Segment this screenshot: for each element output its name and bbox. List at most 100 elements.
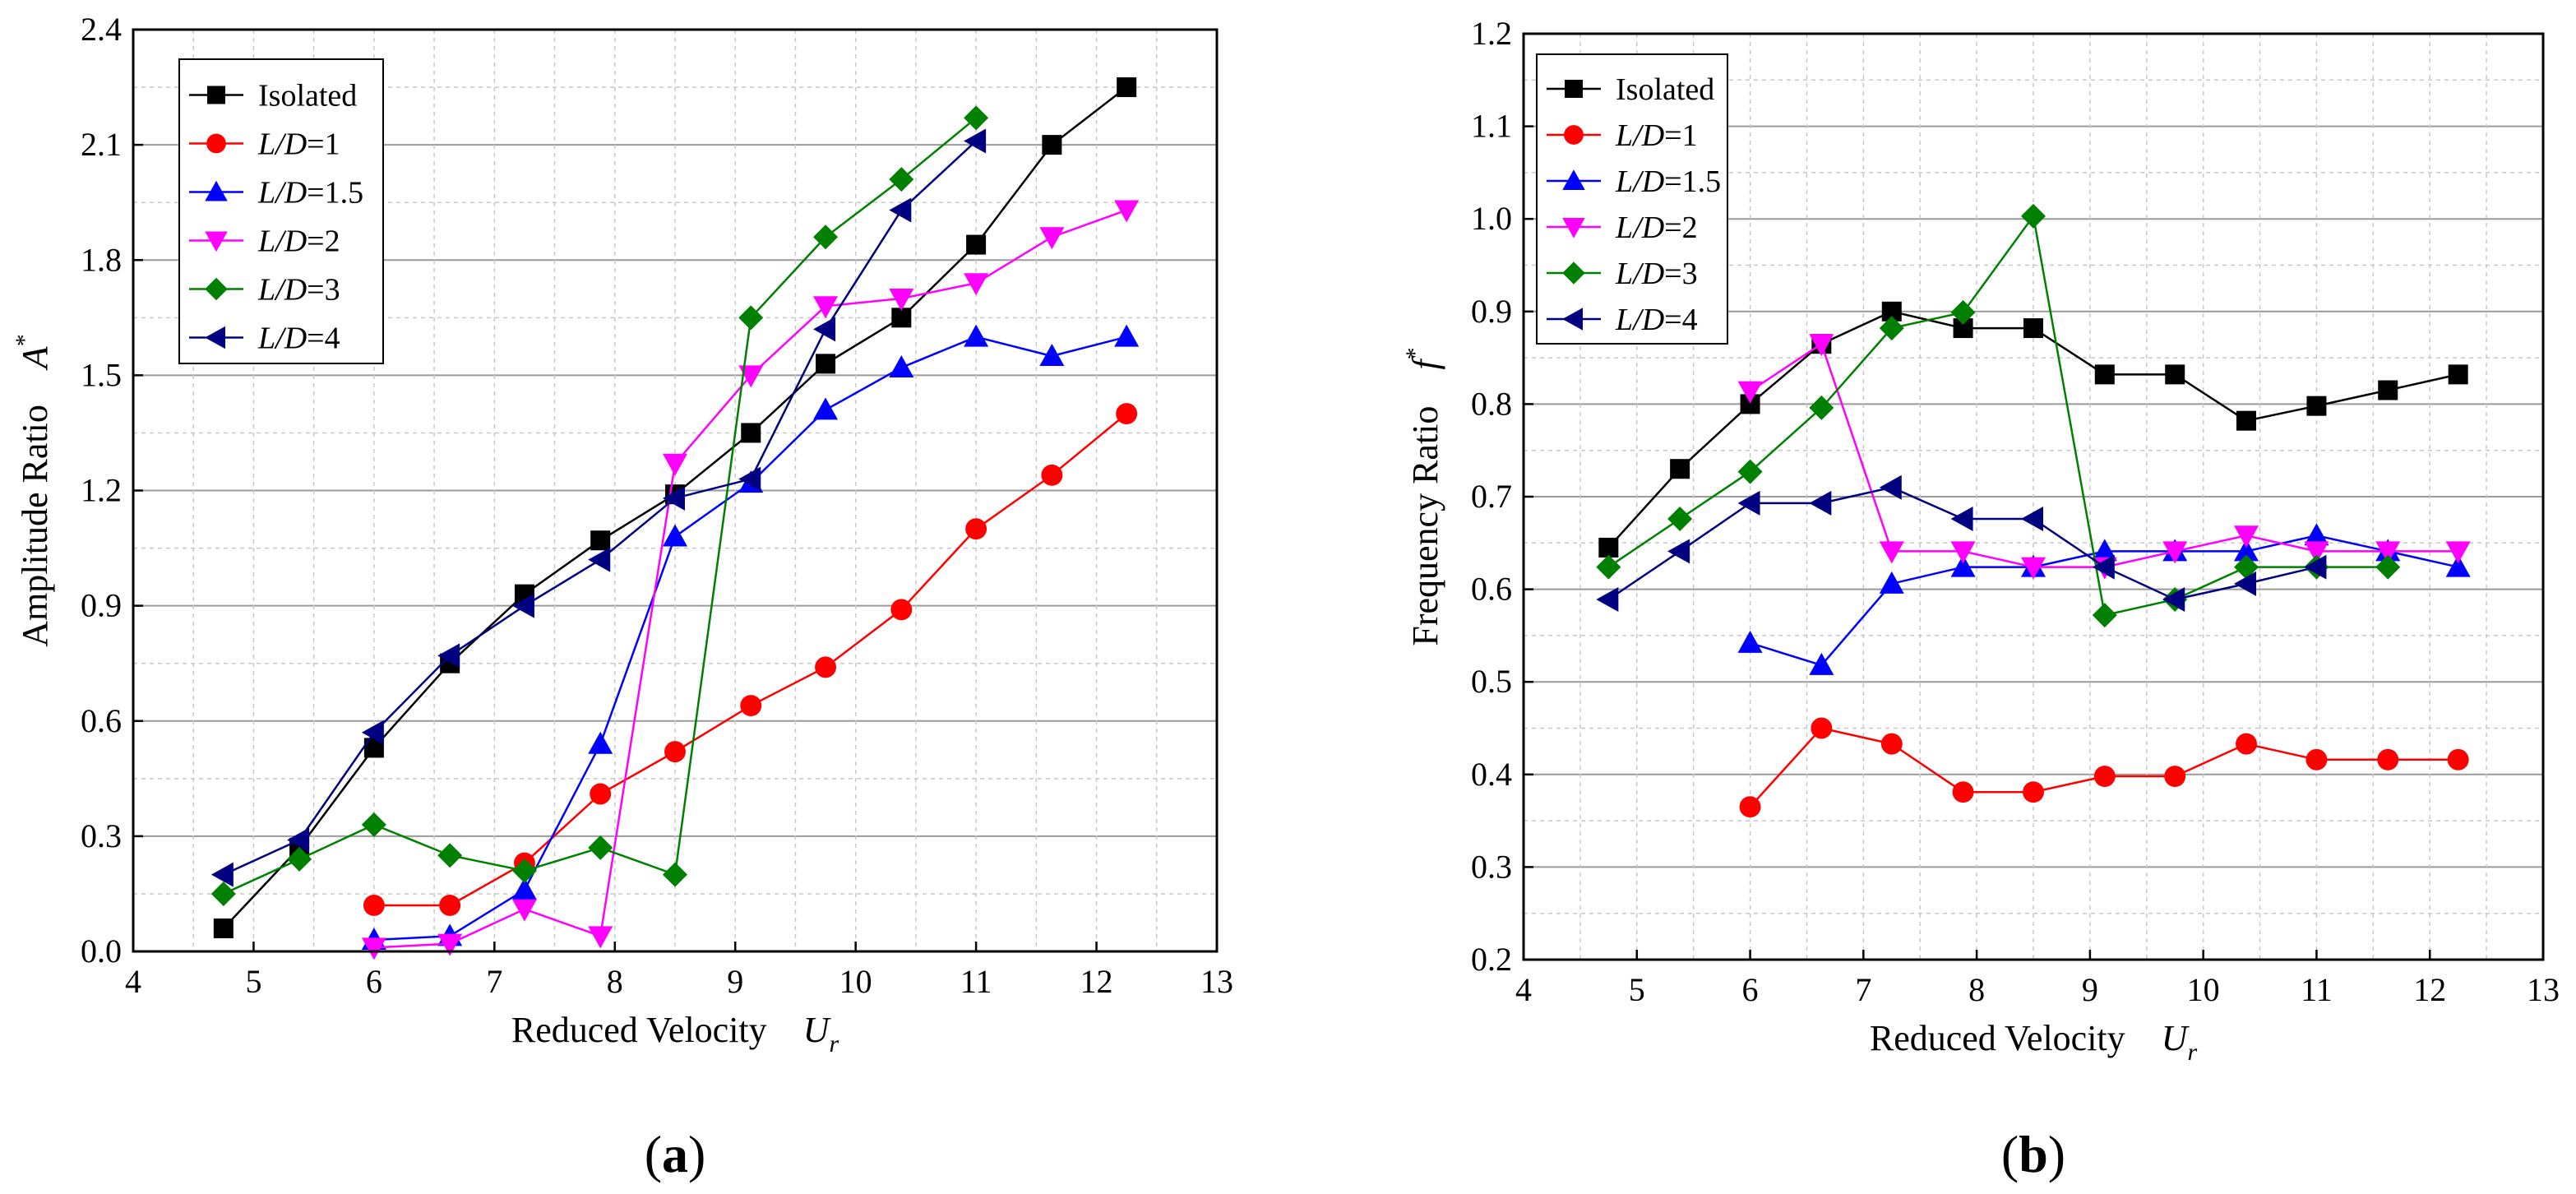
data-point <box>437 843 463 868</box>
data-point <box>1114 200 1140 223</box>
y-tick-label: 0.0 <box>81 933 122 970</box>
legend-box <box>178 58 384 364</box>
y-tick-label: 2.1 <box>81 126 122 163</box>
legend-label-text: =3 <box>307 273 340 308</box>
data-point <box>213 918 234 938</box>
data-point <box>1114 324 1140 347</box>
x-tick-label: 10 <box>839 963 872 1000</box>
data-point <box>2162 586 2185 612</box>
series-L/D=1.5 <box>1737 523 2471 675</box>
data-point <box>2234 539 2259 562</box>
x-tick-label: 8 <box>1968 971 1985 1008</box>
data-point <box>2162 541 2188 564</box>
data-point <box>2165 364 2185 385</box>
data-point <box>2445 541 2471 564</box>
x-tick-label: 10 <box>2187 971 2220 1008</box>
data-point <box>588 926 613 949</box>
data-point <box>813 296 839 319</box>
y-axis-superscript: * <box>1401 347 1428 359</box>
x-tick-label: 5 <box>245 963 261 1000</box>
data-point <box>964 273 989 296</box>
panel-label-close: ) <box>688 1125 705 1183</box>
data-point <box>889 197 912 223</box>
data-point <box>2304 554 2327 580</box>
legend-marker <box>1564 125 1584 145</box>
data-point <box>664 741 686 763</box>
data-point <box>511 899 537 922</box>
data-point <box>891 308 912 328</box>
data-point <box>2377 748 2399 771</box>
legend-label-italic: L/D <box>257 273 307 308</box>
y-tick-label: 0.5 <box>1471 663 1512 700</box>
y-tick-label: 0.4 <box>1471 756 1512 793</box>
legend-label-italic: L/D <box>1615 211 1664 245</box>
data-point <box>2304 541 2329 564</box>
y-tick-label: 1.1 <box>1471 108 1512 145</box>
legend-label-italic: L/D <box>257 322 307 356</box>
data-point <box>287 846 312 872</box>
data-point <box>889 167 914 192</box>
data-point <box>1670 459 1690 479</box>
series-L/D=2 <box>361 200 1140 960</box>
data-point <box>1879 316 1904 341</box>
data-point <box>2092 603 2117 628</box>
data-point <box>1809 395 1834 420</box>
series-L/D=3 <box>210 105 989 906</box>
data-point <box>1042 135 1062 155</box>
data-point <box>439 894 461 916</box>
data-point <box>813 397 839 420</box>
data-point <box>2023 781 2044 803</box>
legend-label-text: Isolated <box>1616 72 1714 107</box>
data-point <box>2447 748 2469 771</box>
y-tick-label: 1.2 <box>81 472 122 509</box>
data-point <box>2234 525 2259 548</box>
data-point <box>2164 766 2186 788</box>
y-tick-label: 0.9 <box>1471 293 1512 330</box>
x-axis-title-text: Reduced Velocity <box>1870 1018 2162 1058</box>
x-tick-label: 9 <box>2082 971 2098 1008</box>
y-axis-title-text: Amplitude Ratio <box>15 368 55 647</box>
legend-label-italic: L/D <box>257 224 307 259</box>
y-tick-label: 2.4 <box>81 11 122 48</box>
panel-label-close: ) <box>2048 1125 2065 1183</box>
data-point <box>964 105 989 131</box>
legend-label-text: =1 <box>307 127 340 162</box>
plot-frame <box>1522 32 2545 961</box>
legend-label-text: =2 <box>307 224 340 259</box>
data-point <box>738 466 761 492</box>
series-L/D=4 <box>1596 474 2327 612</box>
x-tick-label: 13 <box>2527 971 2560 1008</box>
panel-label: (a) <box>645 1125 706 1183</box>
data-point <box>363 894 385 916</box>
x-tick-label: 12 <box>1080 963 1113 1000</box>
x-tick-label: 12 <box>2413 971 2446 1008</box>
x-tick-label: 4 <box>125 963 141 1000</box>
data-point <box>2021 557 2046 580</box>
data-point <box>1737 459 1763 484</box>
data-point <box>361 937 386 960</box>
legend-item: L/D=2 <box>189 224 340 259</box>
axis-ticks: 4 5 6 7 8 9 10 11 12 13 0.2 0.3 0.4 0.5 0.6 0.7 0.8 0.9 1.… <box>1471 15 2560 1008</box>
legend-item: L/D=3 <box>1547 257 1698 291</box>
data-point <box>738 365 764 388</box>
legend-label-italic: L/D <box>1615 257 1664 291</box>
legend-label-text: =4 <box>1664 303 1697 337</box>
data-point <box>738 305 764 331</box>
y-axis-symbol: A <box>15 345 55 371</box>
data-point <box>1811 717 1833 739</box>
x-tick-label: 9 <box>727 963 743 1000</box>
data-point <box>1737 381 1763 404</box>
data-point <box>511 593 534 618</box>
y-tick-label: 0.3 <box>1471 848 1512 885</box>
data-point <box>1041 464 1063 486</box>
legend-marker <box>205 180 228 201</box>
legend-label: L/D=4 <box>257 322 340 356</box>
x-axis-title: Reduced Velocity Ur <box>511 1010 839 1057</box>
panel-label-open: ( <box>645 1125 662 1183</box>
data-point <box>663 862 687 887</box>
data-point <box>741 423 761 443</box>
legend-marker <box>1562 261 1585 285</box>
data-point <box>1950 507 1973 532</box>
legend-label-text: =4 <box>307 322 340 356</box>
